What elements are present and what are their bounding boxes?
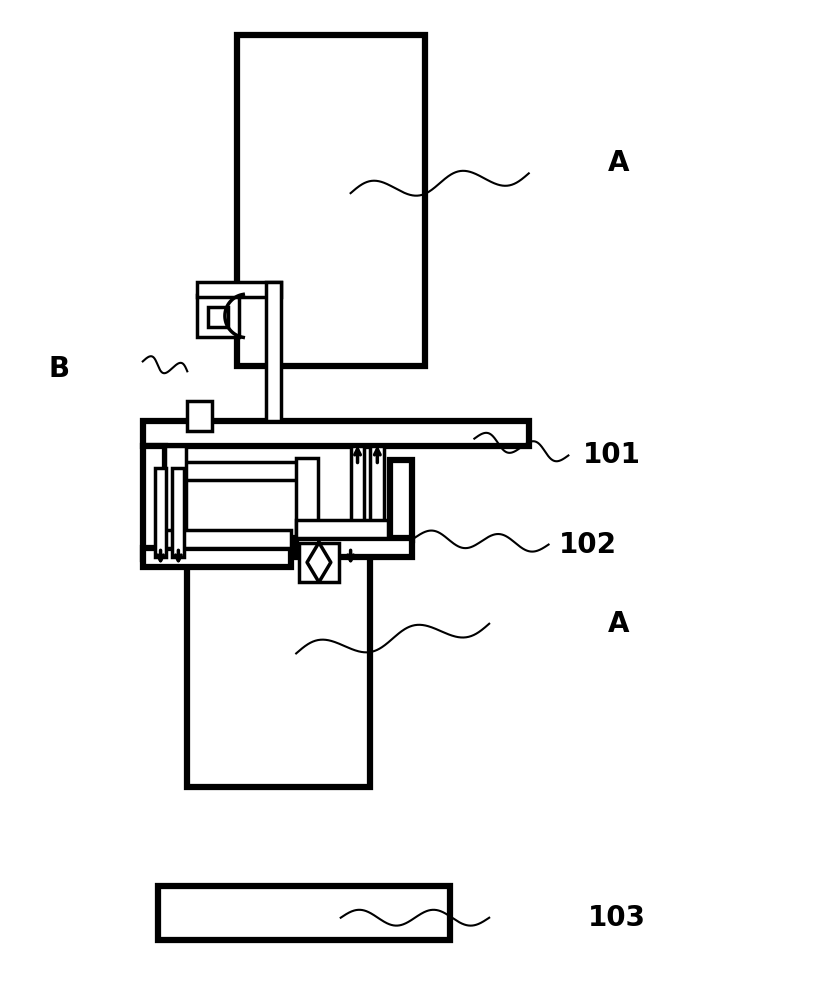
Bar bbox=[208, 307, 228, 327]
Bar bbox=[143, 462, 310, 480]
Bar bbox=[351, 446, 364, 540]
Bar bbox=[143, 548, 291, 567]
Bar bbox=[143, 421, 528, 446]
Bar bbox=[165, 446, 186, 548]
Text: 103: 103 bbox=[587, 904, 645, 932]
Bar bbox=[197, 295, 238, 337]
Bar bbox=[155, 468, 166, 557]
Bar bbox=[165, 530, 291, 548]
Bar bbox=[197, 282, 281, 297]
Bar bbox=[266, 282, 281, 421]
Bar bbox=[299, 543, 338, 582]
Bar bbox=[296, 520, 387, 538]
Text: A: A bbox=[607, 610, 629, 638]
Bar bbox=[187, 549, 370, 787]
Bar bbox=[370, 446, 384, 540]
Text: 102: 102 bbox=[558, 531, 616, 559]
Text: B: B bbox=[48, 355, 70, 383]
Text: 101: 101 bbox=[582, 441, 640, 469]
Bar bbox=[237, 35, 424, 366]
Bar bbox=[296, 538, 411, 557]
Bar bbox=[172, 468, 184, 557]
Bar bbox=[390, 460, 411, 540]
Bar bbox=[157, 886, 449, 940]
Text: A: A bbox=[607, 149, 629, 177]
Bar bbox=[143, 446, 165, 559]
Bar bbox=[187, 401, 212, 431]
Bar bbox=[296, 458, 318, 538]
